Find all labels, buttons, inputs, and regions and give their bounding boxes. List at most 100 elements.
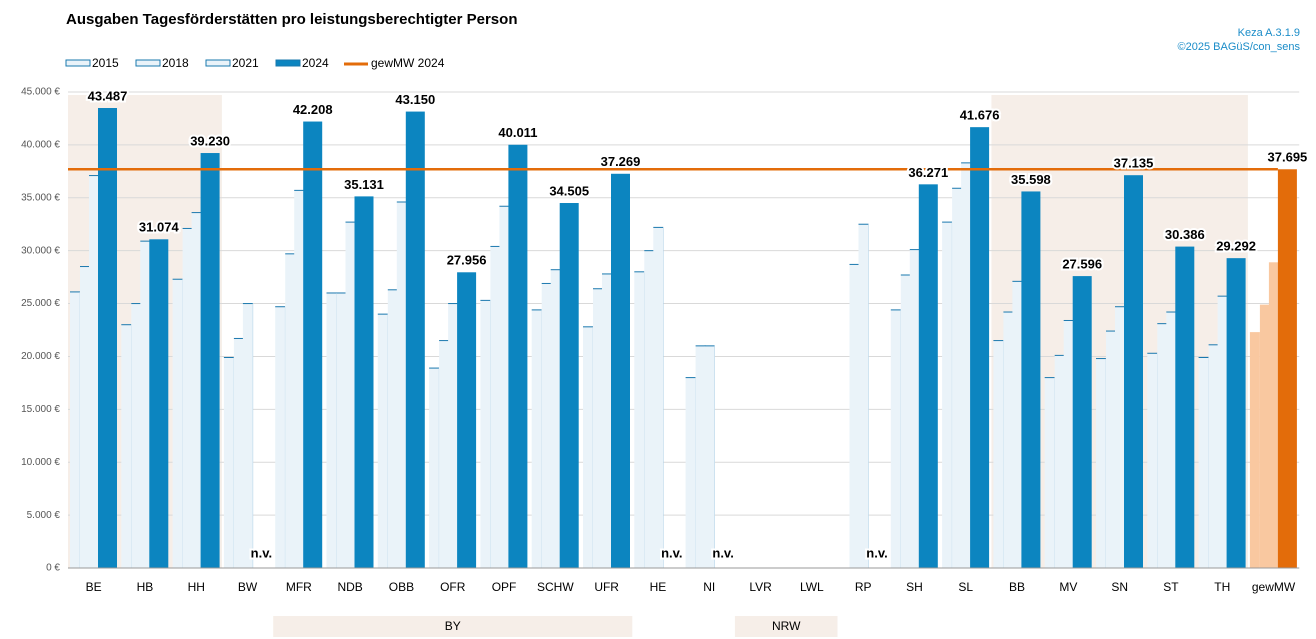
bar <box>695 345 706 568</box>
bar <box>1268 262 1279 568</box>
group-band <box>273 616 633 637</box>
bar <box>200 153 220 568</box>
y-tick-label: 45.000 € <box>21 87 60 98</box>
bar <box>541 283 552 568</box>
y-tick-label: 10.000 € <box>21 457 60 468</box>
legend-swatch <box>275 59 301 67</box>
bar <box>89 175 99 568</box>
bar <box>593 288 603 568</box>
bar <box>653 227 664 568</box>
data-label: 37.695 <box>1268 150 1308 165</box>
bar <box>294 190 305 568</box>
data-label: 29.292 <box>1216 239 1256 254</box>
bar <box>499 206 510 569</box>
bar <box>490 246 501 569</box>
x-tick-label: MFR <box>286 580 312 594</box>
legend-label: 2024 <box>302 56 329 70</box>
x-tick-label: UFR <box>594 580 619 594</box>
bar <box>644 250 655 568</box>
data-label: 27.956 <box>447 253 487 268</box>
bar <box>285 253 296 568</box>
bar <box>685 377 696 568</box>
data-label: 34.505 <box>549 183 589 198</box>
data-label: 43.487 <box>88 88 128 103</box>
bar <box>942 222 953 568</box>
data-label: 39.230 <box>190 133 230 148</box>
x-tick-label: NDB <box>337 580 362 594</box>
x-tick-label: OPF <box>492 580 517 594</box>
x-tick-label: RP <box>855 580 872 594</box>
source: Keza A.3.1.9 <box>1238 27 1300 39</box>
bar <box>909 249 920 568</box>
bar <box>70 291 80 568</box>
bar <box>405 111 425 569</box>
bar <box>1166 312 1177 568</box>
y-tick-label: 20.000 € <box>21 351 60 362</box>
bar <box>131 303 142 568</box>
bar <box>1106 331 1116 568</box>
bar <box>611 173 630 568</box>
data-label: 27.596 <box>1062 257 1102 272</box>
bar <box>80 266 90 568</box>
x-tick-label: MV <box>1059 580 1077 594</box>
bar <box>1003 312 1014 568</box>
source: ©2025 BAGüS/con_sens <box>1178 41 1301 53</box>
data-label: 35.598 <box>1011 172 1051 187</box>
bar <box>900 274 911 568</box>
bar <box>849 264 860 568</box>
bar <box>1021 191 1041 568</box>
data-label: n.v. <box>251 545 272 560</box>
bar <box>1198 357 1209 568</box>
bar <box>550 269 561 568</box>
bar <box>396 202 407 568</box>
y-tick-label: 0 € <box>46 563 60 574</box>
bar <box>1259 304 1270 568</box>
bar <box>890 309 901 568</box>
bar <box>634 271 645 568</box>
bar <box>961 162 972 569</box>
bar <box>191 212 202 568</box>
x-tick-label: SL <box>958 580 973 594</box>
bar <box>439 340 450 568</box>
bar <box>448 303 459 568</box>
data-label: n.v. <box>712 545 733 560</box>
bar <box>121 324 132 568</box>
legend-swatch <box>135 59 161 67</box>
x-tick-label: ST <box>1163 580 1179 594</box>
data-label: 37.135 <box>1114 156 1154 171</box>
bar <box>275 306 286 568</box>
y-tick-label: 40.000 € <box>21 140 60 151</box>
x-tick-label: HB <box>137 580 154 594</box>
x-tick-label: BB <box>1009 580 1025 594</box>
data-label: 35.131 <box>344 177 384 192</box>
x-tick-label: TH <box>1214 580 1230 594</box>
bar <box>1124 175 1143 569</box>
legend-label: 2018 <box>162 56 189 70</box>
data-label: 40.011 <box>498 125 537 140</box>
x-tick-label: OFR <box>440 580 466 594</box>
bar <box>1044 377 1055 568</box>
data-label: 36.271 <box>908 165 948 180</box>
bar <box>952 188 963 568</box>
x-tick-label: SN <box>1111 580 1128 594</box>
data-label: 31.074 <box>139 220 180 235</box>
bar <box>1277 169 1297 568</box>
x-tick-label: HE <box>650 580 667 594</box>
bar <box>242 303 253 568</box>
bar <box>993 340 1004 568</box>
bar <box>531 309 542 568</box>
data-label: 37.269 <box>601 154 641 169</box>
x-tick-label: SCHW <box>537 580 574 594</box>
x-tick-label: OBB <box>389 580 414 594</box>
bar <box>1157 323 1168 568</box>
bar <box>149 239 169 568</box>
bar <box>387 289 398 568</box>
bar <box>303 121 323 569</box>
bar <box>1175 246 1195 568</box>
chart-title: Ausgaben Tagesförderstätten pro leistung… <box>66 11 517 28</box>
x-tick-label: SH <box>906 580 923 594</box>
bar <box>602 273 612 568</box>
group-band <box>734 616 838 637</box>
y-tick-label: 5.000 € <box>27 510 61 521</box>
bar <box>233 338 244 568</box>
